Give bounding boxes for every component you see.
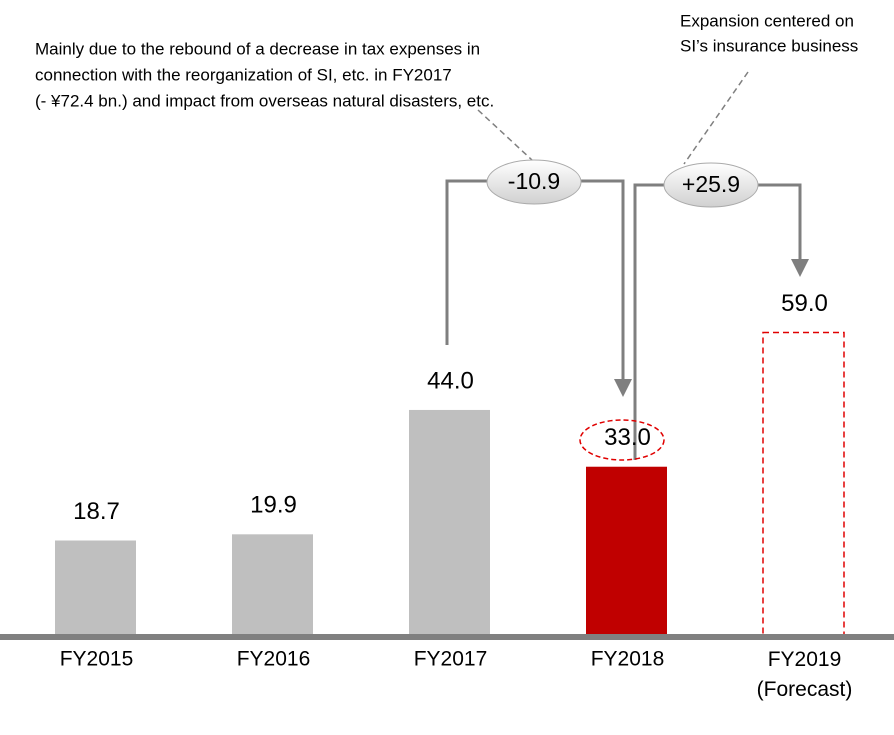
note: Expansion centered on	[680, 11, 854, 30]
note: connection with the reorganization of SI…	[35, 65, 452, 84]
value-label: 59.0	[781, 290, 828, 317]
note: SI’s insurance business	[680, 36, 858, 55]
bubble	[663, 162, 759, 208]
leader-line	[683, 71, 749, 165]
tick-line: FY2019	[768, 648, 842, 671]
connectors	[445, 179, 809, 460]
leader-line	[477, 109, 533, 161]
highlight-ring	[579, 419, 665, 461]
change-label: -10.9	[508, 168, 560, 194]
bar	[55, 540, 136, 637]
change-label: +25.9	[682, 171, 740, 197]
bar	[232, 534, 313, 637]
baseline	[0, 634, 894, 640]
x-tick-label: FY2017	[414, 648, 488, 671]
value-label: 18.7	[73, 498, 120, 525]
connector	[445, 179, 487, 345]
value-label: 19.9	[250, 492, 297, 519]
note: (- ¥72.4 bn.) and impact from overseas n…	[35, 91, 494, 110]
x-tick-label: FY2016	[237, 648, 311, 671]
x-tick-label: FY2015	[60, 648, 134, 671]
x-tick-label: FY2018	[591, 648, 665, 671]
connector-arrow	[758, 183, 809, 277]
x-tick-label: FY2019 (Forecast)	[757, 648, 853, 701]
note: Mainly due to the rebound of a decrease …	[35, 39, 480, 58]
value-label: 44.0	[427, 367, 474, 394]
bar	[762, 331, 845, 638]
connector-arrow	[581, 179, 632, 397]
value-label: 33.0	[604, 424, 651, 451]
tick-line: (Forecast)	[757, 678, 853, 701]
bar	[586, 466, 667, 637]
bubble	[486, 159, 582, 205]
connector	[633, 183, 664, 460]
bar	[409, 409, 490, 637]
leaders	[477, 71, 749, 165]
